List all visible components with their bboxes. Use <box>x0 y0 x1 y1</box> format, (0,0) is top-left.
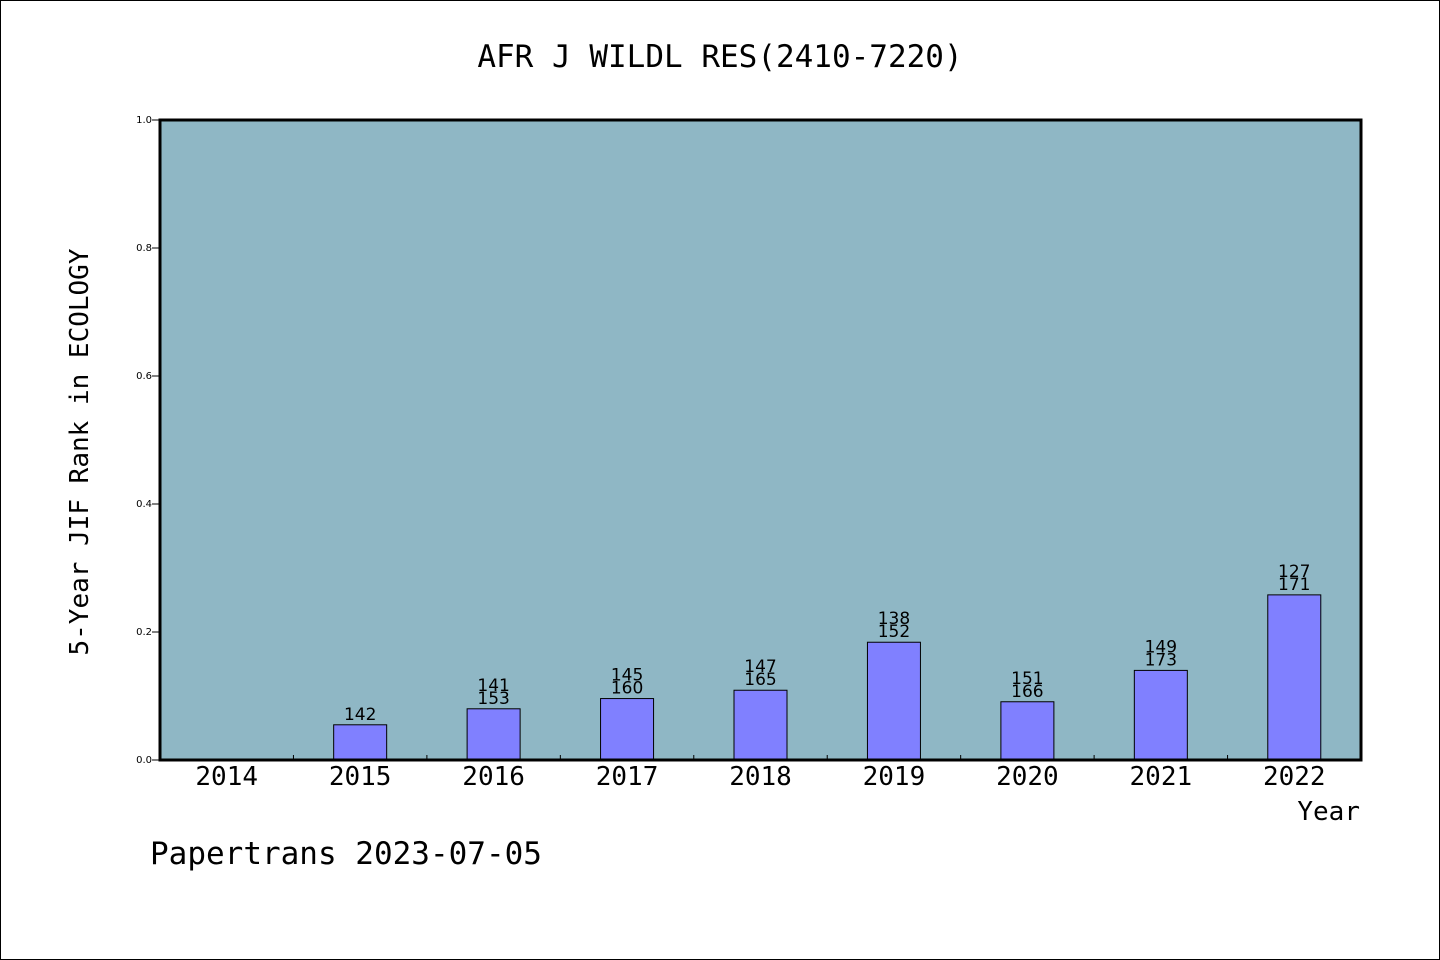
x-tick-label: 2017 <box>596 762 659 792</box>
bar-2018 <box>733 689 788 761</box>
footer-credit: Papertrans 2023-07-05 <box>150 836 542 872</box>
bar-2017 <box>600 698 655 761</box>
bar-label-bottom: 142 <box>344 705 376 725</box>
bar-label-bottom: 171 <box>1278 575 1310 595</box>
x-axis: 2014 2015 2016 2017 2018 2019 2020 2021 2022 <box>195 755 1326 792</box>
bar-label-top: 151 <box>1011 669 1043 689</box>
bar-label-bottom: 152 <box>878 622 910 642</box>
y-axis-label: 5-Year JIF Rank in ECOLOGY <box>65 248 95 655</box>
bar-label-bottom: 173 <box>1145 650 1177 670</box>
bar-label-top: 145 <box>611 666 643 686</box>
x-tick-label: 2022 <box>1263 762 1326 792</box>
bar-label-top: 147 <box>744 657 776 677</box>
x-tick-label: 2014 <box>195 762 258 792</box>
y-axis: 0.0 0.2 0.4 0.6 0.8 1.0 <box>136 115 160 766</box>
chart-title: AFR J WILDL RES(2410-7220) <box>477 39 962 75</box>
x-tick-label: 2020 <box>996 762 1059 792</box>
x-tick-label: 2015 <box>329 762 392 792</box>
bar-2020 <box>1000 701 1055 761</box>
x-tick-label: 2021 <box>1130 762 1193 792</box>
plot-area <box>160 120 1361 760</box>
bar-2021 <box>1133 669 1188 761</box>
y-tick-label: 0.4 <box>136 499 152 510</box>
y-tick-label: 0.8 <box>136 243 152 254</box>
bars-group <box>333 594 1322 761</box>
y-tick-label: 0.0 <box>136 755 152 766</box>
bar-label-top: 127 <box>1278 562 1310 582</box>
y-tick-label: 0.6 <box>136 371 152 382</box>
x-tick-label: 2018 <box>729 762 792 792</box>
bar-2016 <box>466 708 521 761</box>
bar-2015 <box>333 724 388 761</box>
bar-label-bottom: 165 <box>744 670 776 690</box>
x-tick-label: 2016 <box>462 762 525 792</box>
bar-label-bottom: 166 <box>1011 682 1043 702</box>
y-tick-label: 0.2 <box>136 627 152 638</box>
bar-label-bottom: 153 <box>477 689 509 709</box>
x-tick-label: 2019 <box>863 762 926 792</box>
bar-2019 <box>866 641 921 761</box>
bar-label-top: 138 <box>878 609 910 629</box>
bar-2022 <box>1267 594 1322 761</box>
plot-border <box>158 118 1363 762</box>
x-axis-label: Year <box>1297 797 1360 827</box>
bar-label-bottom: 160 <box>611 679 643 699</box>
bar-label-top: 141 <box>477 676 509 696</box>
bar-label-top: 149 <box>1145 637 1177 657</box>
y-tick-label: 1.0 <box>136 115 152 126</box>
